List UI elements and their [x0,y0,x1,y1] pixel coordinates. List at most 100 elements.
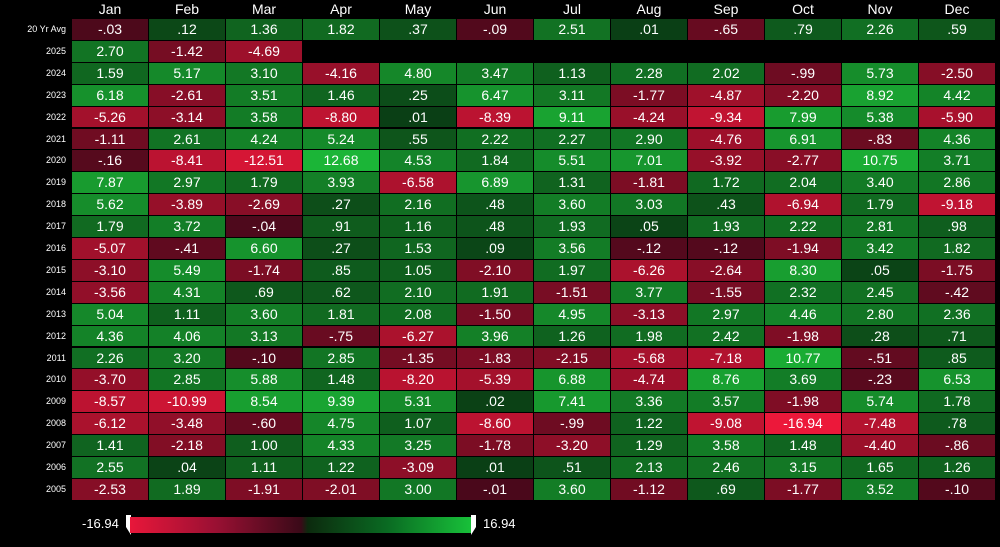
heatmap-cell[interactable]: 3.10 [226,62,302,84]
heatmap-cell[interactable]: -.99 [765,62,841,84]
heatmap-cell[interactable]: 7.99 [765,106,841,128]
heatmap-cell[interactable]: -3.89 [149,194,225,216]
heatmap-cell[interactable]: 4.42 [919,84,995,106]
heatmap-cell[interactable]: -3.48 [149,413,225,435]
heatmap-cell[interactable]: 2.22 [765,216,841,237]
heatmap-cell[interactable]: 2.46 [688,457,764,478]
heatmap-cell[interactable]: 2.27 [534,128,610,150]
heatmap-cell[interactable]: -8.60 [457,413,533,435]
heatmap-cell[interactable]: -6.58 [380,172,456,194]
heatmap-cell[interactable]: -9.08 [688,413,764,435]
heatmap-cell[interactable]: 2.97 [688,303,764,325]
heatmap-cell[interactable]: -.99 [534,413,610,435]
heatmap-cell[interactable]: -3.14 [149,106,225,128]
heatmap-cell[interactable]: 3.03 [611,194,687,216]
heatmap-cell[interactable]: -.12 [611,238,687,259]
heatmap-cell[interactable]: 2.80 [842,303,918,325]
heatmap-cell[interactable]: -9.34 [688,106,764,128]
heatmap-cell[interactable]: -5.90 [919,106,995,128]
heatmap-cell[interactable]: 3.36 [611,391,687,413]
heatmap-cell[interactable]: 4.31 [149,281,225,303]
heatmap-cell[interactable]: .55 [380,128,456,150]
heatmap-cell[interactable]: 2.32 [765,281,841,303]
heatmap-cell[interactable]: -1.91 [226,478,302,500]
heatmap-cell[interactable]: -4.76 [688,128,764,150]
heatmap-cell[interactable]: -6.94 [765,194,841,216]
heatmap-cell[interactable]: -1.12 [611,478,687,500]
heatmap-cell[interactable]: -5.07 [72,238,148,259]
heatmap-cell[interactable]: 3.51 [226,84,302,106]
heatmap-cell[interactable]: 4.06 [149,325,225,347]
heatmap-cell[interactable]: 4.75 [303,413,379,435]
heatmap-cell[interactable]: 3.25 [380,435,456,456]
heatmap-cell[interactable]: 1.82 [919,238,995,259]
heatmap-cell[interactable]: 8.76 [688,369,764,391]
heatmap-cell[interactable]: -3.09 [380,457,456,478]
heatmap-cell[interactable]: .01 [611,19,687,40]
heatmap-cell[interactable]: 3.60 [534,478,610,500]
heatmap-cell[interactable]: 1.79 [72,216,148,237]
heatmap-cell[interactable]: 1.13 [534,62,610,84]
heatmap-cell[interactable]: 2.13 [611,457,687,478]
heatmap-cell[interactable]: 1.53 [380,238,456,259]
heatmap-cell[interactable]: -.04 [226,216,302,237]
heatmap-cell[interactable]: -1.77 [611,84,687,106]
heatmap-cell[interactable]: -2.01 [303,478,379,500]
heatmap-cell[interactable]: 5.88 [226,369,302,391]
heatmap-cell[interactable]: -2.77 [765,150,841,172]
heatmap-cell[interactable]: .51 [534,457,610,478]
heatmap-cell[interactable]: 2.04 [765,172,841,194]
heatmap-cell[interactable]: 2.08 [380,303,456,325]
heatmap-cell[interactable]: 1.82 [303,19,379,40]
heatmap-cell[interactable]: 1.93 [534,216,610,237]
heatmap-cell[interactable]: 1.89 [149,478,225,500]
heatmap-cell[interactable]: -1.81 [611,172,687,194]
heatmap-cell[interactable]: -3.92 [688,150,764,172]
heatmap-cell[interactable]: -.01 [457,478,533,500]
heatmap-cell[interactable]: -.10 [919,478,995,500]
heatmap-cell[interactable]: 1.11 [226,457,302,478]
column-header[interactable]: Jun [483,1,507,17]
heatmap-cell[interactable]: 6.89 [457,172,533,194]
heatmap-cell[interactable]: -1.77 [765,478,841,500]
heatmap-cell[interactable]: -2.61 [149,84,225,106]
heatmap-cell[interactable]: 3.52 [842,478,918,500]
heatmap-cell[interactable]: .85 [919,347,995,369]
heatmap-cell[interactable]: -7.48 [842,413,918,435]
heatmap-cell[interactable]: -1.78 [457,435,533,456]
heatmap-cell[interactable]: -9.18 [919,194,995,216]
heatmap-cell[interactable]: -3.70 [72,369,148,391]
heatmap-cell[interactable]: 6.88 [534,369,610,391]
heatmap-cell[interactable]: 3.96 [457,325,533,347]
heatmap-cell[interactable]: -5.68 [611,347,687,369]
heatmap-cell[interactable]: 1.26 [919,457,995,478]
heatmap-cell[interactable]: .05 [611,216,687,237]
legend-max-handle[interactable] [471,515,476,535]
heatmap-cell[interactable]: 1.91 [457,281,533,303]
heatmap-cell[interactable]: 6.91 [765,128,841,150]
heatmap-cell[interactable]: 1.65 [842,457,918,478]
heatmap-cell[interactable]: .27 [303,238,379,259]
heatmap-cell[interactable]: 1.48 [765,435,841,456]
heatmap-cell[interactable]: -4.16 [303,62,379,84]
heatmap-cell[interactable]: -4.87 [688,84,764,106]
heatmap-cell[interactable]: -5.39 [457,369,533,391]
heatmap-cell[interactable]: 4.53 [380,150,456,172]
heatmap-cell[interactable]: 5.17 [149,62,225,84]
column-header[interactable]: Mar [251,1,277,17]
heatmap-cell[interactable]: 1.36 [226,19,302,40]
heatmap-cell[interactable]: .79 [765,19,841,40]
heatmap-cell[interactable]: -2.20 [765,84,841,106]
heatmap-cell[interactable]: .69 [688,478,764,500]
heatmap-cell[interactable]: 3.20 [149,347,225,369]
heatmap-cell[interactable]: 3.58 [226,106,302,128]
heatmap-cell[interactable]: 7.01 [611,150,687,172]
heatmap-cell[interactable]: -1.50 [457,303,533,325]
heatmap-cell[interactable]: -.23 [842,369,918,391]
heatmap-cell[interactable]: 1.46 [303,84,379,106]
heatmap-cell[interactable]: -6.12 [72,413,148,435]
heatmap-cell[interactable]: -1.83 [457,347,533,369]
heatmap-cell[interactable]: -2.53 [72,478,148,500]
heatmap-cell[interactable]: 1.84 [457,150,533,172]
heatmap-cell[interactable]: 8.54 [226,391,302,413]
